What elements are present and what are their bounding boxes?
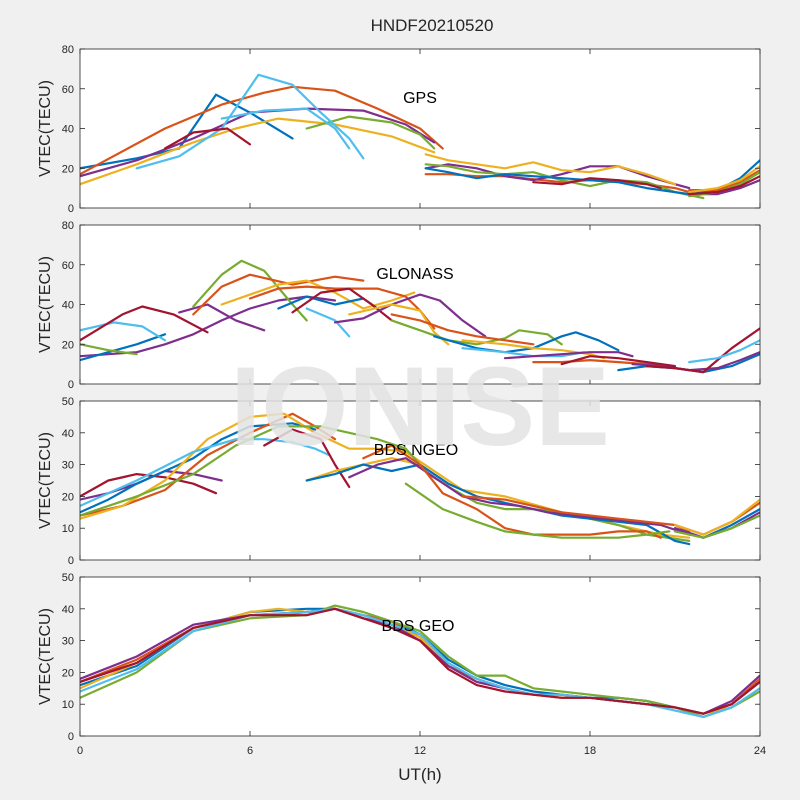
series-line	[433, 331, 620, 354]
series-line	[80, 412, 337, 517]
x-tick-label: 0	[77, 745, 83, 757]
series-line	[424, 167, 691, 196]
plot-area	[80, 225, 760, 384]
series-line	[80, 117, 436, 186]
figure-title: HNDF20210520	[371, 16, 494, 35]
series-line	[424, 163, 705, 200]
series-line	[424, 153, 677, 186]
y-tick-label: 50	[62, 572, 74, 584]
series-line	[80, 333, 167, 362]
chart-panel-3: 0 10 20 30 40 50 VTEC(TECU) BDS NGEO	[37, 396, 761, 567]
panel-title: BDS GEO	[382, 618, 455, 635]
series-line	[461, 495, 691, 533]
series-line	[192, 259, 308, 322]
series-line	[424, 163, 691, 190]
series-group	[80, 412, 760, 546]
y-axis-label: VTEC(TECU)	[37, 432, 54, 529]
y-tick-label: 20	[62, 163, 74, 175]
series-line	[673, 514, 760, 539]
y-tick-label: 40	[62, 300, 74, 312]
watermark-text: IONISE	[230, 344, 610, 469]
series-line	[305, 115, 436, 150]
series-group	[80, 73, 760, 200]
series-line	[532, 177, 662, 190]
series-line	[305, 307, 351, 338]
plot-area	[80, 577, 760, 736]
y-tick-label: 0	[68, 731, 74, 743]
y-tick-label: 0	[68, 555, 74, 567]
series-line	[80, 85, 444, 176]
x-tick-label: 24	[754, 745, 766, 757]
series-line	[80, 473, 218, 498]
y-axis-label: VTEC(TECU)	[37, 608, 54, 705]
series-line	[688, 339, 760, 364]
y-tick-label: 20	[62, 667, 74, 679]
series-line	[80, 321, 167, 342]
y-axis-label: VTEC(TECU)	[37, 256, 54, 353]
y-tick-label: 60	[62, 84, 74, 96]
series-line	[461, 339, 606, 360]
y-tick-label: 50	[62, 396, 74, 408]
panel-title: GLONASS	[376, 266, 453, 283]
series-line	[192, 273, 365, 316]
y-tick-label: 40	[62, 428, 74, 440]
chart-panel-2: 0 20 40 60 80 VTEC(TECU) GLONASS	[37, 220, 761, 391]
y-tick-label: 40	[62, 604, 74, 616]
series-line	[178, 303, 266, 332]
y-tick-label: 0	[68, 379, 74, 391]
panel-title: GPS	[403, 90, 437, 107]
series-line	[220, 107, 351, 150]
series-line	[333, 293, 487, 338]
series-line	[80, 305, 209, 342]
y-tick-label: 10	[62, 523, 74, 535]
series-line	[362, 444, 662, 539]
series-line	[80, 343, 138, 356]
series-line	[348, 457, 691, 536]
series-line	[390, 319, 563, 346]
series-line	[560, 355, 677, 368]
series-group	[80, 259, 760, 374]
y-tick-label: 30	[62, 460, 74, 472]
series-line	[135, 73, 365, 170]
series-line	[673, 498, 760, 536]
x-tick-label: 6	[247, 745, 253, 757]
series-line	[163, 127, 252, 150]
x-tick-label: 18	[584, 745, 596, 757]
y-tick-label: 30	[62, 636, 74, 648]
series-line	[390, 313, 535, 346]
y-axis-label: VTEC(TECU)	[37, 80, 54, 177]
series-line	[404, 482, 671, 539]
series-line	[645, 327, 760, 374]
x-tick-label: 12	[414, 745, 426, 757]
y-tick-label: 60	[62, 260, 74, 272]
series-line	[80, 607, 760, 715]
y-tick-label: 10	[62, 699, 74, 711]
series-group	[80, 604, 760, 718]
y-tick-label: 20	[62, 491, 74, 503]
series-line	[248, 285, 436, 330]
chart-panel-1: 0 20 40 60 80 VTEC(TECU) GPS	[37, 44, 761, 215]
x-axis-label: UT(h)	[398, 765, 441, 784]
chart-panel-4: 0 10 20 30 40 50 0 6 12 18 24 VTEC(TECU) BDS GEO	[37, 572, 766, 757]
y-tick-label: 0	[68, 203, 74, 215]
y-tick-label: 80	[62, 220, 74, 232]
y-tick-label: 80	[62, 44, 74, 56]
series-line	[688, 175, 760, 196]
panel-title: BDS NGEO	[374, 442, 458, 459]
series-line	[80, 422, 317, 514]
series-line	[80, 93, 294, 170]
series-line	[503, 351, 634, 360]
y-tick-label: 20	[62, 339, 74, 351]
y-tick-label: 40	[62, 124, 74, 136]
series-line	[688, 165, 760, 194]
